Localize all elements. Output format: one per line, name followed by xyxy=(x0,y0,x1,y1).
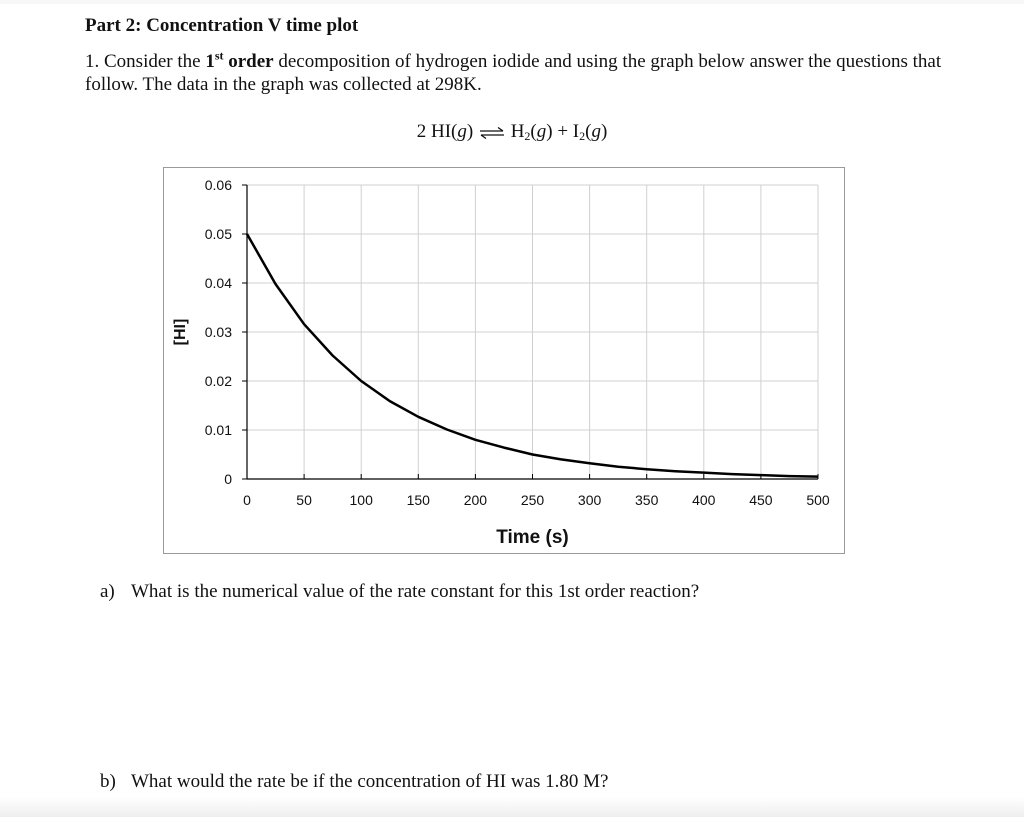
y-tick-label: 0.06 xyxy=(205,177,232,193)
chart-frame: 0 0.01 0.02 0.03 0.04 0.05 0.06 0 50 100 150 200 250… xyxy=(163,167,845,554)
bottom-shade xyxy=(0,797,1024,817)
x-tick-label: 200 xyxy=(464,492,488,508)
x-axis-label: Time (s) xyxy=(496,527,569,548)
sub-question-a: a) What is the numerical value of the rat… xyxy=(100,581,699,603)
y-tick-label: 0.01 xyxy=(205,422,232,438)
question-text: 1. Consider the 1st order decomposition … xyxy=(85,50,945,96)
sub-question-a-text: What is the numerical value of the rate … xyxy=(131,581,700,602)
x-tick-label: 150 xyxy=(407,492,431,508)
sub-question-b-text: What would the rate be if the concentrat… xyxy=(131,771,609,792)
x-tick-label: 300 xyxy=(578,492,602,508)
sub-question-b: b) What would the rate be if the concentr… xyxy=(100,771,608,793)
question-body: decomposition of hydrogen iodide and usi… xyxy=(85,51,942,95)
x-tick-label: 100 xyxy=(350,492,374,508)
y-tick-label: 0.03 xyxy=(205,324,232,340)
question-number: 1. xyxy=(85,51,100,72)
x-tick-label: 0 xyxy=(243,492,251,508)
x-tick-label: 250 xyxy=(521,492,545,508)
order-emphasis: 1st order xyxy=(205,48,274,72)
x-tick-label: 500 xyxy=(806,492,830,508)
section-heading: Part 2: Concentration V time plot xyxy=(85,15,359,36)
y-axis-label: [HI] xyxy=(172,319,189,346)
reaction-equation: 2 HI(g) H2(g) + I2(g) xyxy=(416,121,608,143)
y-tick-label: 0 xyxy=(224,471,232,487)
concentration-time-chart: 0 0.01 0.02 0.03 0.04 0.05 0.06 0 50 100 150 200 250… xyxy=(172,177,830,548)
y-tick-label: 0.04 xyxy=(205,275,232,291)
question-intro: Consider the xyxy=(104,51,201,72)
equilibrium-arrow-icon xyxy=(479,126,504,139)
x-tick-label: 50 xyxy=(296,492,312,508)
sub-question-b-letter: b) xyxy=(100,771,116,792)
sub-question-a-letter: a) xyxy=(100,581,115,602)
y-tick-label: 0.05 xyxy=(205,226,232,242)
x-tick-label: 350 xyxy=(635,492,659,508)
y-tick-label: 0.02 xyxy=(205,373,232,389)
x-tick-label: 400 xyxy=(692,492,716,508)
top-strip xyxy=(0,0,1024,4)
x-tick-label: 450 xyxy=(749,492,773,508)
